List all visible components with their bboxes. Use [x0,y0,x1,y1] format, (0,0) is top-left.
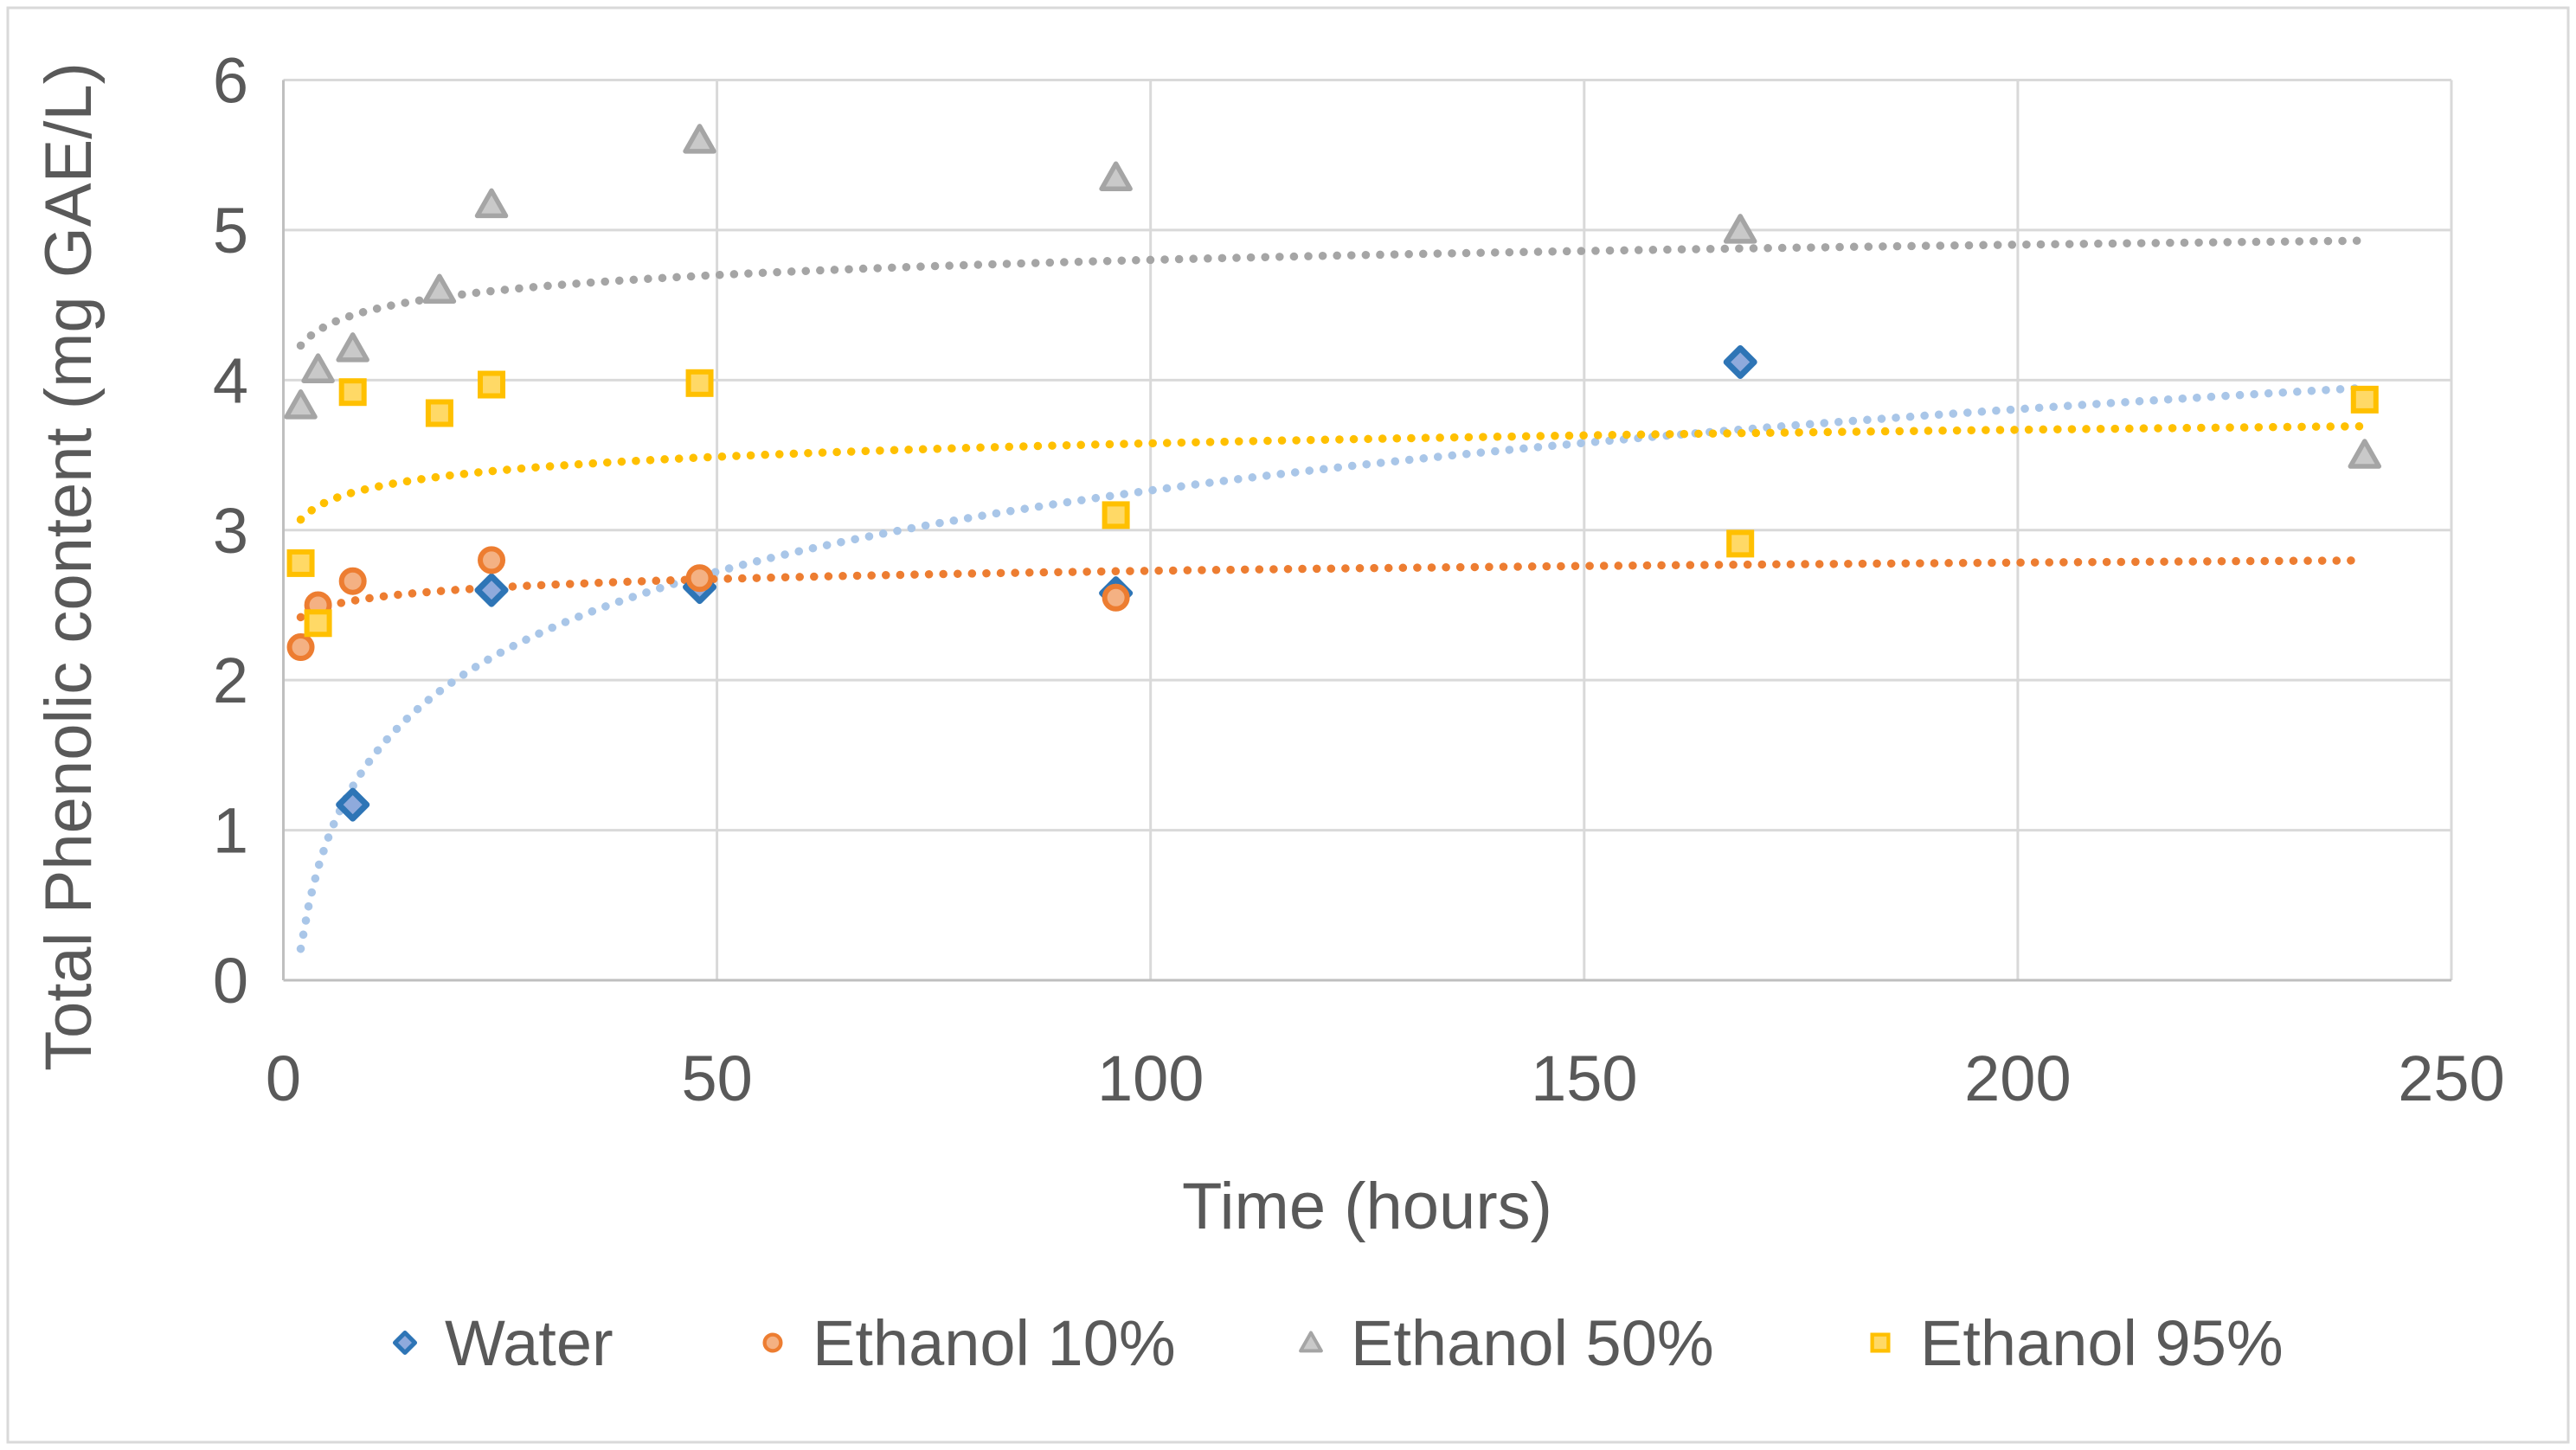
trendline-water [296,383,2369,953]
point-water [1723,345,1757,380]
point-ethanol-50- [474,188,509,219]
point-water [336,787,370,822]
point-ethanol-95- [338,378,367,407]
x-tick-label: 150 [1531,1043,1637,1114]
x-axis-title: Time (hours) [1182,1170,1552,1243]
point-ethanol-95- [1102,501,1130,529]
point-ethanol-95- [1726,529,1755,558]
trendline-ethanol-10- [296,556,2369,622]
trendlines-layer [296,236,2369,953]
legend-item-ethanol-95-: Ethanol 95% [1870,1307,2284,1379]
legend-marker-square [1870,1332,1891,1353]
y-tick-label: 0 [213,945,248,1017]
point-ethanol-10- [338,567,367,595]
y-axis-title: Total Phenolic content (mg GAE/L) [32,62,106,1071]
y-tick-label: 2 [213,645,248,716]
point-water [474,573,509,607]
point-ethanol-50- [301,353,335,383]
legend-item-water: Water [392,1307,613,1379]
legend: Water Ethanol 10% Ethanol 50% Ethanol 95% [392,1307,2284,1379]
point-ethanol-50- [422,273,457,305]
legend-marker-circle [762,1332,783,1353]
point-ethanol-10- [286,633,315,662]
legend-marker-triangle [1299,1331,1323,1353]
point-ethanol-95- [478,370,506,399]
legend-label: Ethanol 50% [1351,1307,1714,1379]
point-ethanol-95- [425,399,453,427]
point-ethanol-50- [284,389,318,420]
point-ethanol-95- [685,369,714,397]
y-tick-label: 6 [213,45,248,117]
legend-label: Water [445,1307,613,1379]
point-ethanol-50- [1723,214,1757,244]
point-ethanol-50- [2348,439,2382,469]
point-ethanol-10- [478,546,506,574]
legend-label: Ethanol 10% [813,1307,1176,1379]
tick-labels-layer: 0 1 2 3 4 5 6 0 50 100 150 200 250 [213,45,2505,1115]
legend-item-ethanol-50-: Ethanol 50% [1299,1307,1714,1379]
legend-label: Ethanol 95% [1920,1307,2284,1379]
y-tick-label: 4 [213,344,248,416]
point-ethanol-10- [1102,583,1130,612]
data-markers-layer [284,124,2382,822]
point-ethanol-95- [304,609,332,638]
y-tick-label: 5 [213,195,248,266]
axes-layer [282,80,2451,982]
point-ethanol-95- [286,549,315,577]
point-ethanol-50- [683,124,716,154]
gridlines-layer [283,79,2453,980]
trendline-ethanol-50- [296,236,2369,350]
x-tick-label: 200 [1964,1043,2071,1114]
y-tick-label: 1 [213,795,248,867]
point-ethanol-95- [2350,385,2379,414]
x-tick-label: 0 [266,1043,301,1114]
y-tick-label: 3 [213,495,248,567]
x-tick-label: 50 [681,1043,752,1114]
point-ethanol-50- [336,332,369,362]
point-ethanol-10- [685,564,714,593]
point-ethanol-50- [1099,161,1133,191]
legend-marker-diamond [392,1330,418,1356]
legend-item-ethanol-10-: Ethanol 10% [762,1307,1176,1379]
chart-border [6,6,2570,1444]
x-tick-label: 250 [2398,1043,2504,1114]
x-tick-label: 100 [1097,1043,1204,1114]
